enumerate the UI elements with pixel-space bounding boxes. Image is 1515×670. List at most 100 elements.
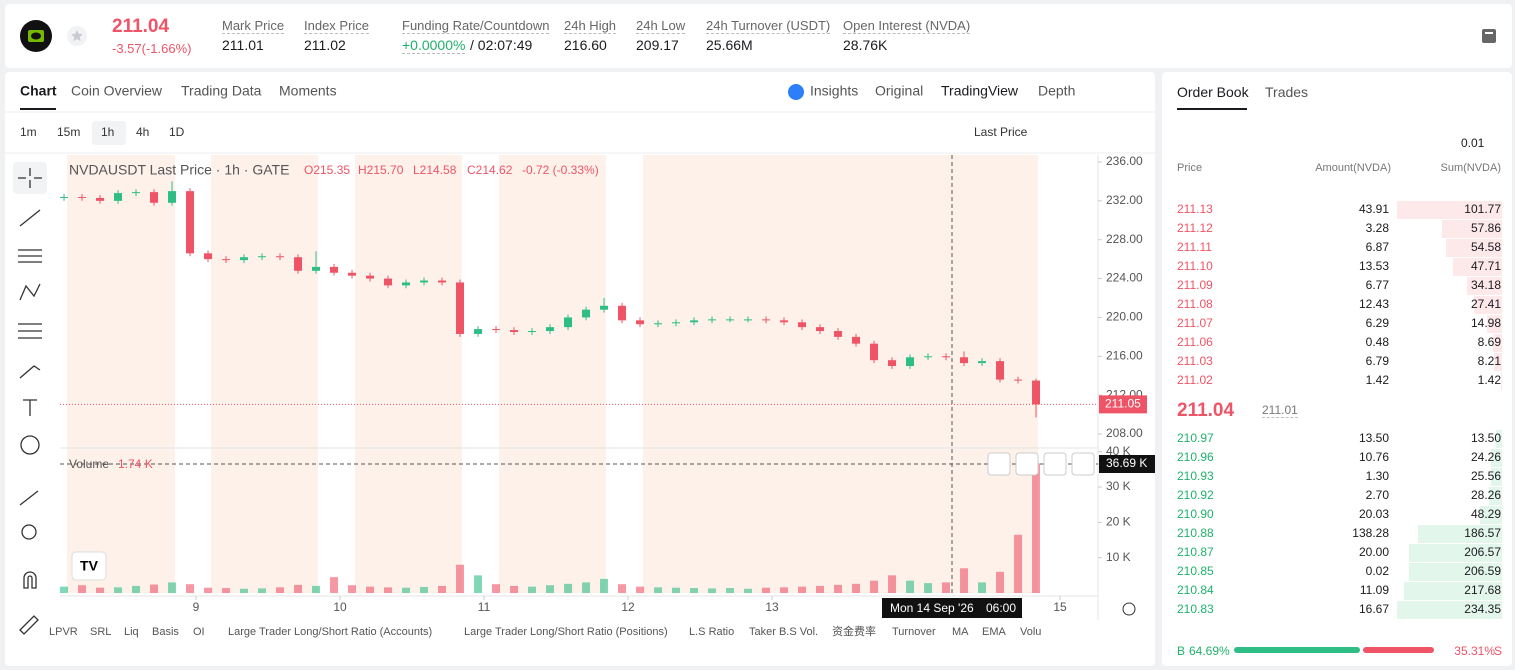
- indicator[interactable]: EMA: [982, 626, 1007, 638]
- depth-bar: [1491, 449, 1502, 467]
- tick-size[interactable]: 0.01: [1461, 136, 1485, 150]
- ob-price[interactable]: 211.13: [1177, 202, 1213, 216]
- volume-bar: [942, 582, 951, 593]
- ob-price[interactable]: 211.10: [1177, 259, 1213, 273]
- indicator[interactable]: Basis: [152, 626, 179, 638]
- indicator[interactable]: L.S Ratio: [689, 626, 734, 638]
- candle-body: [510, 330, 519, 333]
- drawing-toolbar[interactable]: [13, 162, 47, 635]
- candle-body: [330, 266, 339, 273]
- ob-tab[interactable]: Order Book: [1177, 84, 1249, 100]
- indicator[interactable]: Volu: [1020, 626, 1041, 638]
- interval[interactable]: 1D: [169, 125, 185, 139]
- depth-bar: [1495, 430, 1502, 448]
- view-tab[interactable]: TradingView: [941, 83, 1019, 99]
- candle-body: [618, 305, 627, 321]
- ob-column: Amount(NVDA): [1315, 162, 1391, 174]
- candle-body: [312, 266, 321, 271]
- ob-price[interactable]: 210.93: [1177, 469, 1214, 483]
- ob-price[interactable]: 210.84: [1177, 583, 1214, 597]
- depth-bar: [1493, 353, 1502, 371]
- ob-price[interactable]: 210.87: [1177, 545, 1214, 559]
- volume-bar: [834, 584, 843, 593]
- indicator[interactable]: Liq: [124, 626, 139, 638]
- view-tab[interactable]: Original: [875, 83, 923, 99]
- ob-last-price: 211.04: [1177, 400, 1235, 421]
- volume-bar: [384, 587, 393, 593]
- ob-column: Price: [1177, 162, 1203, 174]
- ob-price[interactable]: 211.11: [1177, 240, 1212, 254]
- indicator[interactable]: LPVR: [49, 626, 78, 638]
- indicator[interactable]: Large Trader Long/Short Ratio (Accounts): [228, 626, 432, 638]
- indicator[interactable]: Turnover: [892, 626, 936, 638]
- ob-price[interactable]: 210.96: [1177, 450, 1214, 464]
- volume-bar: [546, 585, 555, 593]
- ob-price[interactable]: 211.07: [1177, 316, 1213, 330]
- interval[interactable]: 1m: [20, 125, 37, 139]
- ob-price[interactable]: 210.92: [1177, 488, 1214, 502]
- volume-bar: [96, 587, 105, 593]
- settings-icon[interactable]: [1122, 602, 1136, 616]
- ob-sum: 217.68: [1464, 583, 1501, 597]
- candle-body: [366, 275, 375, 279]
- notes-icon[interactable]: [1480, 27, 1498, 45]
- volume-bar: [708, 588, 717, 593]
- ob-price[interactable]: 210.83: [1177, 602, 1214, 616]
- ob-price[interactable]: 210.90: [1177, 507, 1214, 521]
- ob-sum: 234.35: [1464, 602, 1501, 616]
- y-tick-label: 224.00: [1106, 271, 1143, 285]
- y-tick-label: 216.00: [1106, 348, 1143, 362]
- favorite-star[interactable]: [67, 26, 87, 46]
- stat-extra: / 02:07:49: [470, 37, 533, 53]
- volume-bar: [996, 571, 1005, 593]
- indicator[interactable]: 资金费率: [832, 624, 876, 638]
- volume-bar: [1014, 534, 1023, 593]
- ob-tab[interactable]: Trades: [1265, 84, 1309, 100]
- chart-tab[interactable]: Coin Overview: [71, 83, 163, 99]
- indicator[interactable]: OI: [193, 626, 205, 638]
- ob-price[interactable]: 210.88: [1177, 526, 1214, 540]
- chart-tab[interactable]: Chart: [20, 83, 57, 99]
- interval[interactable]: 1h: [101, 125, 114, 139]
- candle-body: [132, 192, 141, 194]
- ob-amount: 43.91: [1358, 202, 1389, 216]
- ob-sum: 13.50: [1470, 431, 1501, 445]
- candle-body: [852, 336, 861, 344]
- ob-amount: 1.30: [1365, 469, 1389, 483]
- ob-price[interactable]: 211.09: [1177, 278, 1213, 292]
- ob-price[interactable]: 211.02: [1177, 373, 1213, 387]
- pane-controls[interactable]: [987, 452, 1095, 476]
- ob-price[interactable]: 211.03: [1177, 354, 1213, 368]
- volume-bar: [348, 585, 357, 593]
- stat-label: Index Price: [304, 18, 370, 34]
- candle-body: [222, 259, 231, 261]
- ob-sum: 25.56: [1470, 469, 1501, 483]
- candle-body: [924, 356, 933, 358]
- price-source[interactable]: Last Price: [974, 125, 1028, 139]
- candle-body: [384, 278, 393, 286]
- volume-bar: [1032, 463, 1041, 593]
- indicator[interactable]: Large Trader Long/Short Ratio (Positions…: [464, 626, 668, 638]
- chart-tab[interactable]: Trading Data: [181, 83, 262, 99]
- chart-tab[interactable]: Moments: [279, 83, 337, 99]
- volume-bar: [420, 586, 429, 593]
- ob-price[interactable]: 211.12: [1177, 221, 1213, 235]
- ob-price[interactable]: 210.85: [1177, 564, 1214, 578]
- ob-sum: 27.41: [1470, 297, 1501, 311]
- interval[interactable]: 4h: [136, 125, 149, 139]
- volume-bar: [726, 588, 735, 593]
- candle-body: [690, 320, 699, 323]
- ob-price[interactable]: 211.06: [1177, 335, 1213, 349]
- indicator[interactable]: Taker B.S Vol.: [749, 626, 818, 638]
- interval[interactable]: 15m: [57, 125, 80, 139]
- ob-price[interactable]: 210.97: [1177, 431, 1214, 445]
- stat-value: 216.60: [564, 37, 607, 53]
- candle-body: [438, 280, 447, 283]
- view-tab[interactable]: Depth: [1038, 83, 1075, 99]
- view-tab[interactable]: Insights: [810, 83, 858, 99]
- indicator[interactable]: MA: [952, 626, 969, 638]
- indicator[interactable]: SRL: [90, 626, 111, 638]
- ob-price[interactable]: 211.08: [1177, 297, 1213, 311]
- ob-amount: 0.02: [1365, 564, 1389, 578]
